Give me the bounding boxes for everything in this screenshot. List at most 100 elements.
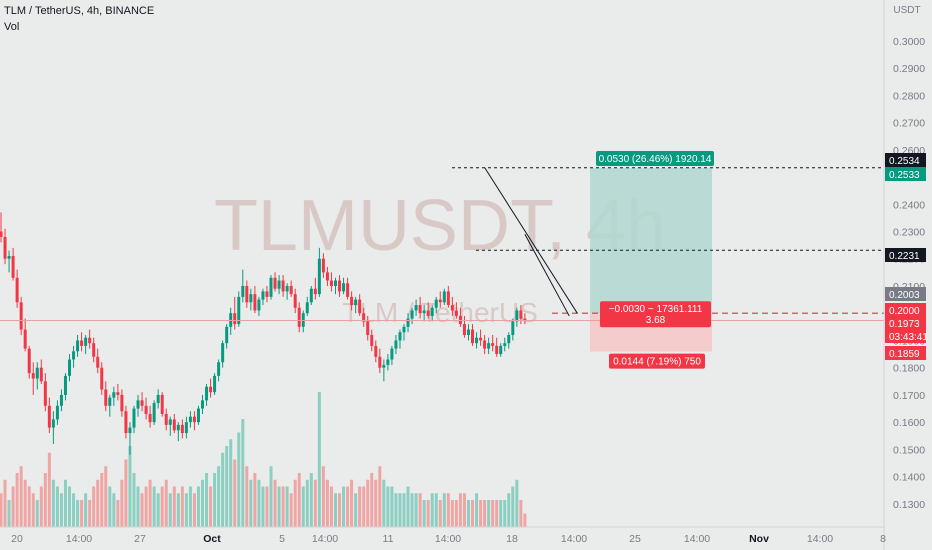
volume-bar [51,479,55,527]
price-badge-box [885,303,926,317]
stop-label[interactable]: 0.0144 (7.19%) 750 [609,353,705,369]
volume-bar [156,493,160,527]
volume-bar [116,500,120,527]
volume-bar [422,500,426,527]
candle-body [192,416,196,423]
candle-body [386,359,390,365]
candle-body [297,307,301,327]
symbol-title[interactable]: TLM / TetherUS, 4h, BINANCE [4,5,155,17]
volume-bar [140,493,144,527]
volume-bar [136,486,140,527]
target-label[interactable]: 0.0530 (26.46%) 1920.14 [596,151,714,167]
candle-body [51,419,55,428]
candle-body [27,348,31,374]
y-tick-label: 0.2900 [893,63,925,75]
price-badge: 0.2533 [885,167,926,181]
target-zone[interactable] [590,168,712,314]
x-tick-label: 5 [279,533,285,545]
volume-bar [132,473,136,527]
candle-body [338,280,342,292]
volume-bar [205,473,209,527]
volume-bar [47,452,51,527]
candle-body [426,310,430,316]
target-label-box [596,151,714,167]
candle-body [350,296,354,306]
volume-bar [88,500,92,527]
candle-body [116,392,120,395]
candle-body [221,343,225,363]
candle-body [293,294,297,308]
y-tick-label: 0.1500 [893,444,925,456]
trendline[interactable] [524,233,570,317]
volume-bar [503,500,507,527]
candle-body [342,283,346,292]
volume-bar [313,479,317,527]
x-tick-label: 27 [134,533,146,545]
volume-bar [92,486,96,527]
position-tool[interactable]: 0.0530 (26.46%) 1920.14 0.0144 (7.19%) 75… [0,151,884,369]
volume-bar [442,493,446,527]
x-tick-label: Nov [749,533,769,545]
candle-body [523,318,527,321]
volume-bar [257,479,261,527]
volume-bar [237,432,241,527]
volume-bar [201,479,204,527]
candle-body [289,285,293,295]
volume-bar [253,473,257,527]
candle-body [172,419,176,431]
volume-bar [43,473,47,527]
candle-body [108,397,112,406]
price-badge: 0.2003 [885,287,926,301]
candle-body [329,280,333,286]
volume-bar [68,486,72,527]
candle-body [273,277,277,289]
candle-body [96,356,100,368]
volume-bar [31,493,35,527]
candle-body [346,283,350,297]
y-tick-label: 0.1700 [893,390,925,402]
volume-bar [148,479,152,527]
price-badge-text: 0.1859 [889,349,920,360]
candle-body [479,337,483,341]
candle-body [422,310,426,314]
volume-bar [168,493,172,527]
volume-bar [72,493,76,527]
volume-bar [221,452,225,527]
volume-bar [269,466,273,527]
volume-bar [378,466,382,527]
candle-body [519,310,523,319]
volume-bar [434,493,438,527]
volume-bar [309,473,313,527]
candle-body [55,405,59,420]
candle-body [366,321,370,335]
x-tick-label: 11 [383,533,394,545]
stop-label-box [609,353,705,369]
volume-bar [466,500,470,527]
volume-bar [265,486,269,527]
volume-bar [229,439,233,527]
volume-bar [245,466,249,527]
candle-body [515,310,519,322]
volume-bar [382,479,386,527]
price-badge-box [885,329,926,343]
volume-label[interactable]: Vol [4,21,20,33]
volume-bar [281,486,285,527]
candle-body [499,345,503,355]
volume-bar [273,479,277,527]
volume-bar [454,500,458,527]
candle-body [88,337,92,344]
volume-bar [426,500,430,527]
candle-body [487,343,491,349]
x-tick-label: Oct [203,533,221,545]
volume-bar [39,486,43,527]
trendline[interactable] [484,167,578,314]
candle-body [59,394,63,406]
candle-body [333,280,337,286]
candle-body [471,329,475,344]
candle-body [466,329,470,335]
volume-bar [128,446,132,527]
volume-bar [0,493,3,527]
